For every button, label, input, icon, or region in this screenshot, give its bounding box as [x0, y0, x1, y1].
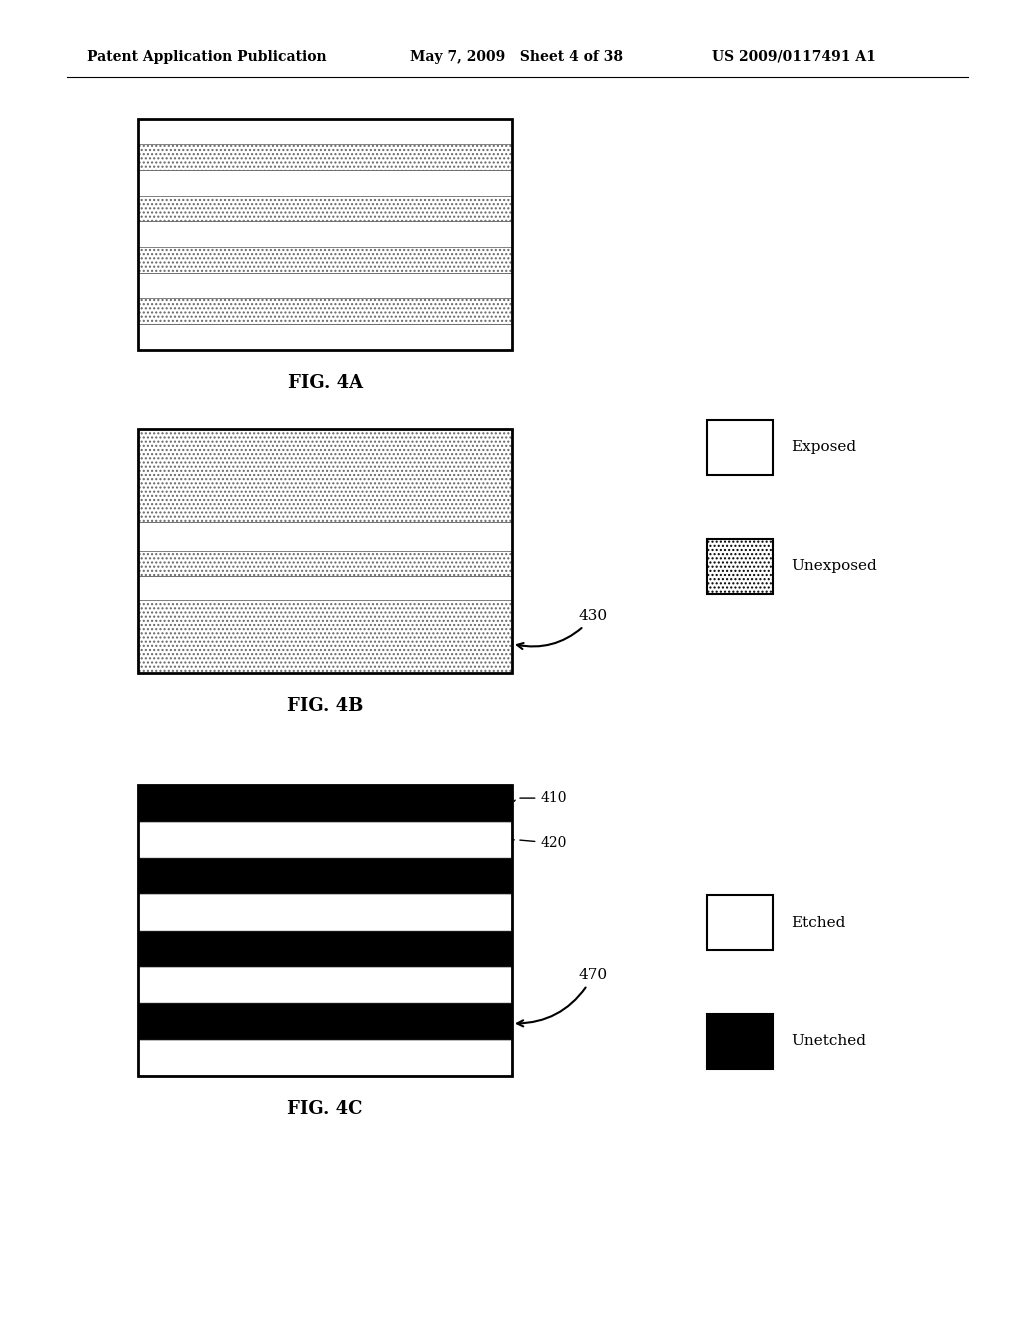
- Text: Unexposed: Unexposed: [792, 560, 878, 573]
- Text: FIG. 4B: FIG. 4B: [287, 697, 364, 715]
- Bar: [707, 539, 773, 594]
- Bar: [138, 785, 512, 1076]
- Bar: [707, 895, 773, 950]
- Text: FIG. 4C: FIG. 4C: [288, 1100, 362, 1118]
- Bar: [707, 1014, 773, 1069]
- Bar: [138, 119, 512, 350]
- Bar: [138, 429, 512, 673]
- Bar: [138, 931, 512, 966]
- Text: 420: 420: [541, 837, 567, 850]
- Bar: [138, 1003, 512, 1040]
- Text: Etched: Etched: [792, 916, 846, 929]
- Bar: [138, 119, 512, 350]
- Text: May 7, 2009   Sheet 4 of 38: May 7, 2009 Sheet 4 of 38: [410, 50, 623, 63]
- Bar: [138, 222, 512, 247]
- Bar: [138, 785, 512, 821]
- Bar: [138, 966, 512, 1003]
- Text: 470: 470: [517, 969, 607, 1027]
- Bar: [138, 144, 512, 170]
- Bar: [138, 247, 512, 273]
- Text: 430: 430: [517, 610, 607, 649]
- Bar: [138, 119, 512, 144]
- Bar: [707, 420, 773, 475]
- Bar: [138, 195, 512, 222]
- Bar: [138, 170, 512, 195]
- Text: US 2009/0117491 A1: US 2009/0117491 A1: [712, 50, 876, 63]
- Text: Patent Application Publication: Patent Application Publication: [87, 50, 327, 63]
- Bar: [138, 821, 512, 858]
- Bar: [138, 1040, 512, 1076]
- Bar: [138, 429, 512, 521]
- Bar: [138, 273, 512, 298]
- Bar: [138, 552, 512, 576]
- Bar: [138, 325, 512, 350]
- Bar: [138, 429, 512, 673]
- Bar: [138, 785, 512, 1076]
- Text: Unetched: Unetched: [792, 1035, 866, 1048]
- Bar: [138, 521, 512, 552]
- Bar: [138, 599, 512, 673]
- Text: Exposed: Exposed: [792, 441, 857, 454]
- Bar: [138, 576, 512, 599]
- Text: FIG. 4A: FIG. 4A: [288, 374, 362, 392]
- Bar: [138, 858, 512, 895]
- Bar: [138, 298, 512, 325]
- Bar: [138, 895, 512, 931]
- Text: 410: 410: [541, 791, 567, 805]
